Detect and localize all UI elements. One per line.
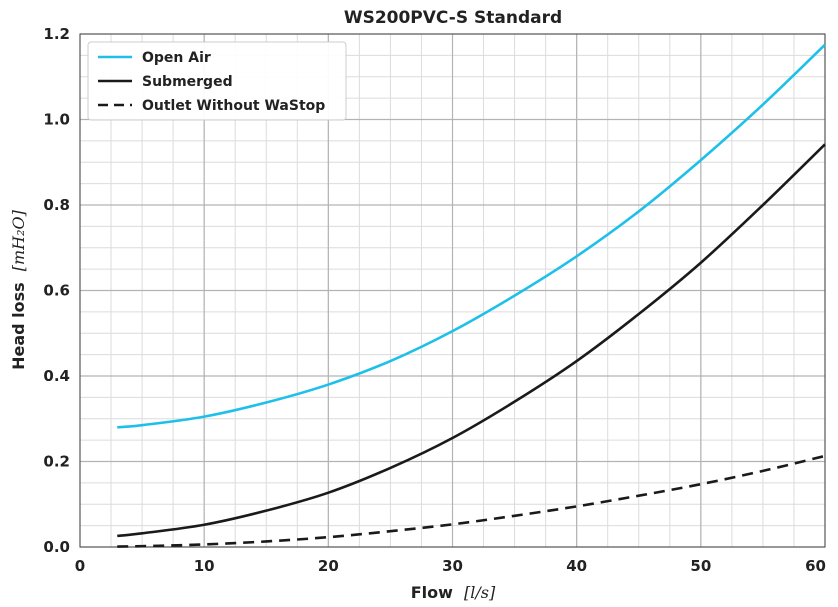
x-axis-label-text: Flow — [411, 583, 453, 602]
y-tick-label: 0.4 — [43, 367, 70, 385]
y-tick-label: 0.2 — [43, 453, 70, 471]
y-tick-label: 1.0 — [43, 111, 70, 129]
x-axis-unit: [l/s] — [464, 583, 496, 602]
y-axis-label-text: Head loss — [9, 282, 28, 370]
plot-frame — [79, 33, 826, 548]
y-tick-label: 0.0 — [43, 538, 70, 556]
y-axis-label: Head loss [mH₂O] — [9, 209, 28, 370]
y-tick-label: 0.8 — [43, 196, 70, 214]
x-tick-label: 40 — [566, 557, 587, 575]
legend-box — [87, 41, 347, 121]
x-tick-label: 50 — [690, 557, 711, 575]
y-tick-label: 1.2 — [43, 25, 70, 43]
x-tick-label: 60 — [805, 557, 826, 575]
x-tick-label: 0 — [75, 557, 85, 575]
x-tick-label: 30 — [442, 557, 463, 575]
x-axis-label: Flow [l/s] — [411, 583, 496, 602]
series-line-open-air — [117, 43, 826, 429]
y-tick-label: 0.6 — [43, 282, 70, 300]
legend-label: Submerged — [142, 74, 233, 90]
legend: Open Air Submerged Outlet Without WaStop — [87, 41, 347, 121]
y-axis-ticks: 0.0 0.2 0.4 0.6 0.8 1.0 1.2 — [43, 25, 70, 556]
legend-label: Outlet Without WaStop — [142, 98, 325, 114]
chart-title: WS200PVC-S Standard — [344, 8, 562, 28]
legend-label: Open Air — [142, 50, 211, 66]
x-tick-label: 10 — [194, 557, 215, 575]
x-tick-label: 20 — [318, 557, 339, 575]
x-axis-ticks: 0 10 20 30 40 50 60 — [75, 557, 826, 575]
series-line-outlet-without-wastop — [117, 454, 826, 548]
series-line-submerged — [117, 143, 826, 538]
series-layer — [117, 43, 826, 548]
y-axis-unit: [mH₂O] — [9, 209, 28, 271]
